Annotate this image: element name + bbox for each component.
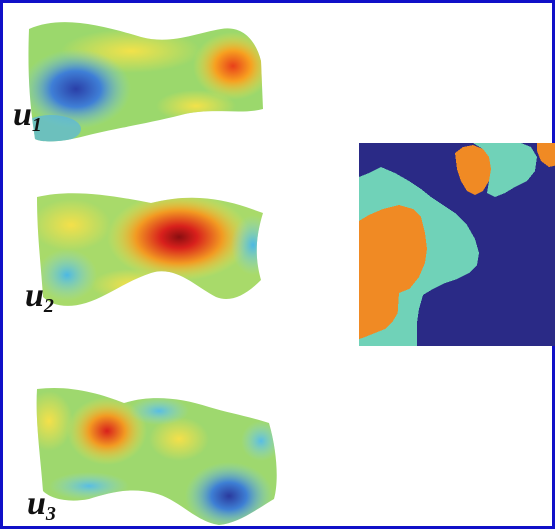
label-u1: u1: [13, 96, 42, 136]
segment-orange-blob: [455, 145, 491, 195]
label-u3-sub: 3: [45, 503, 56, 525]
surface-u1: [28, 22, 263, 142]
label-u3-base: u: [27, 485, 46, 522]
segmentation-map: [359, 143, 555, 346]
surface-u2: [37, 193, 263, 306]
segment-teal-top-right: [473, 143, 537, 197]
label-u1-base: u: [13, 96, 32, 133]
segment-orange-corner: [537, 143, 555, 167]
label-u3: u3: [27, 485, 56, 525]
surface-u3: [36, 387, 277, 526]
segment-orange-region: [359, 205, 427, 339]
label-u2-sub: 2: [43, 295, 54, 317]
label-u1-sub: 1: [31, 114, 42, 136]
segment-teal-spur: [395, 289, 417, 339]
label-u2: u2: [25, 277, 54, 317]
label-u2-base: u: [25, 277, 44, 314]
